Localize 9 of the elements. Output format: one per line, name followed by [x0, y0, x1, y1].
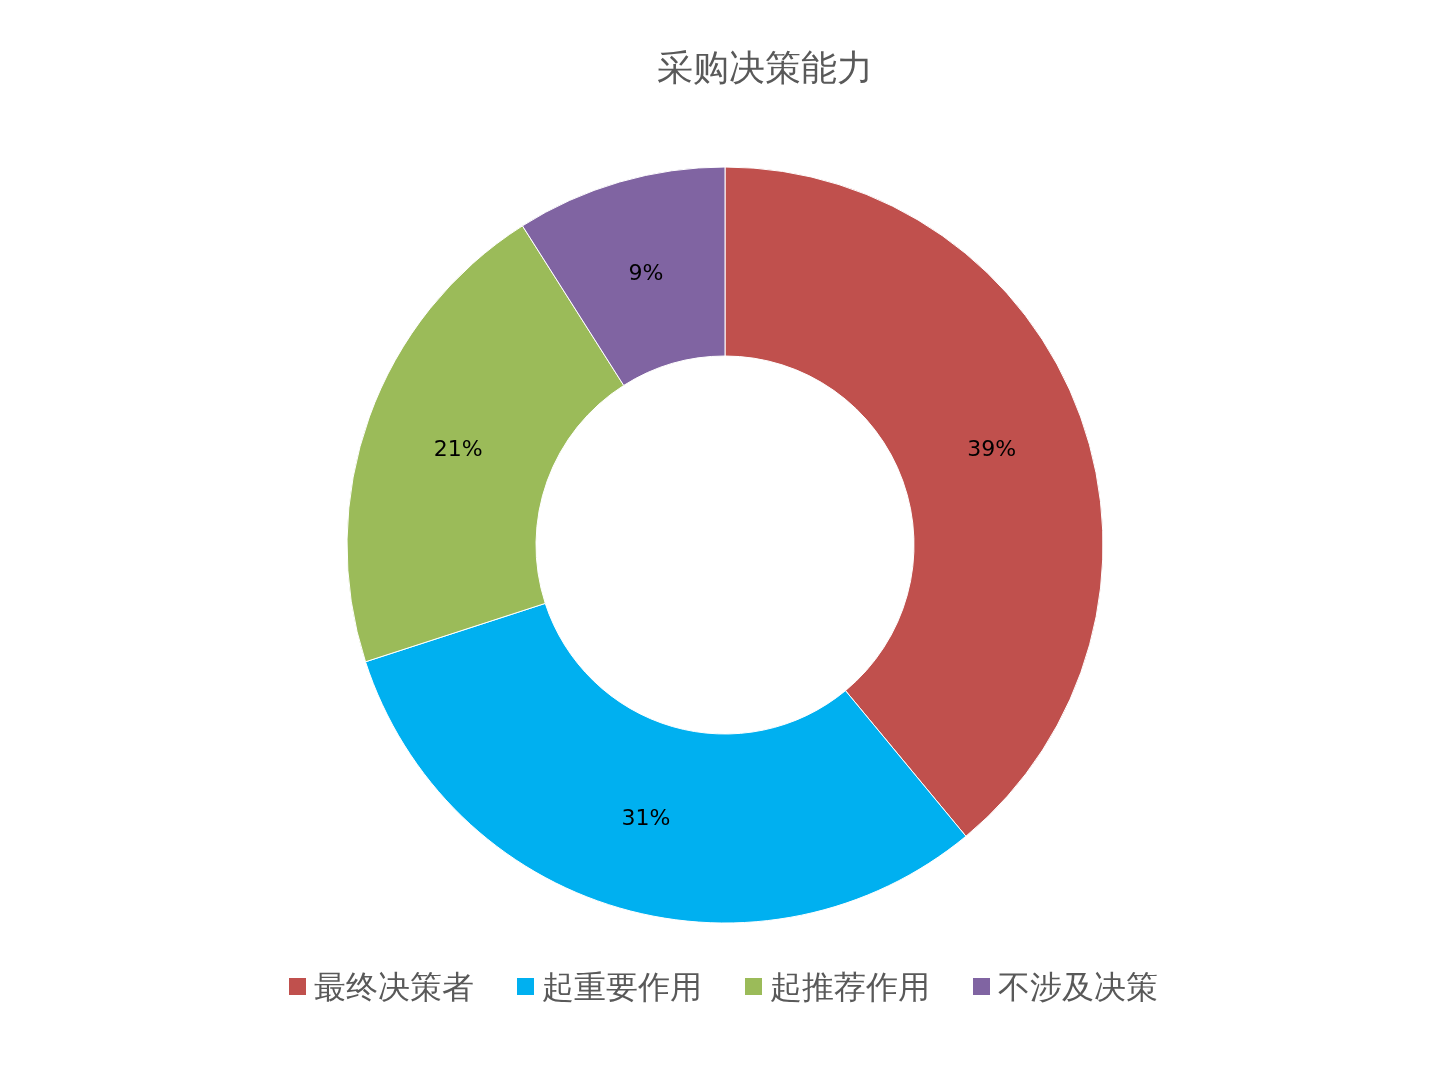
- data-label: 31%: [621, 804, 671, 830]
- data-label: 9%: [628, 260, 664, 286]
- chart-title: 采购决策能力: [657, 47, 873, 88]
- data-label: 21%: [433, 436, 483, 462]
- legend-label: 起重要作用: [542, 968, 702, 1006]
- data-label: 39%: [967, 436, 1017, 462]
- legend-label: 不涉及决策: [998, 968, 1158, 1006]
- legend-label: 最终决策者: [314, 968, 474, 1006]
- legend-label: 起推荐作用: [770, 968, 930, 1006]
